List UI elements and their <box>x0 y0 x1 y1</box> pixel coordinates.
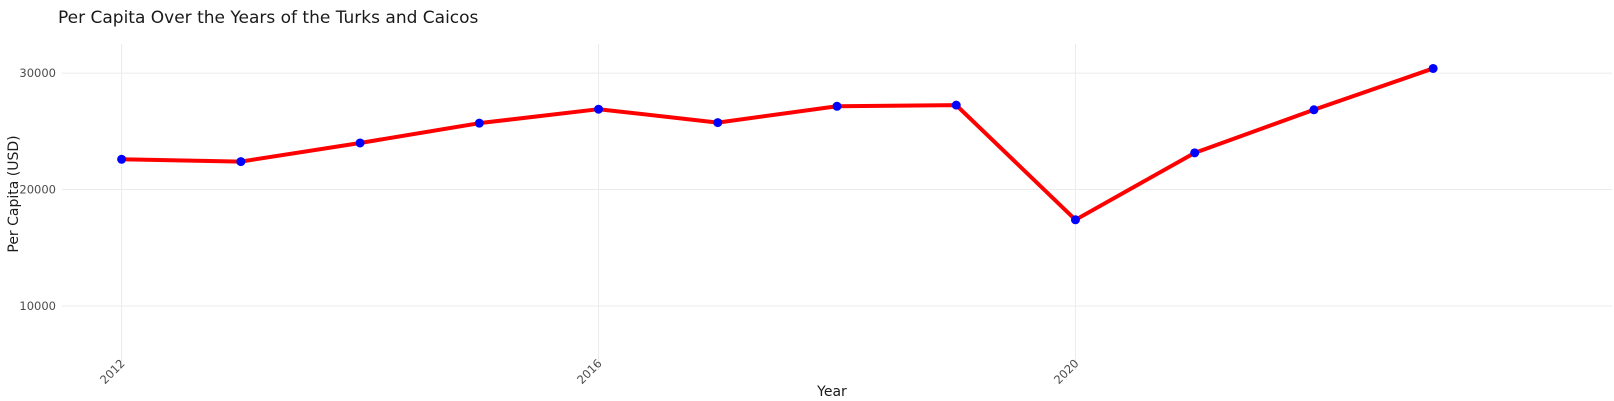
data-point <box>1309 105 1319 115</box>
data-point <box>1070 215 1080 225</box>
data-point <box>951 100 961 110</box>
y-tick-label: 10000 <box>19 299 56 313</box>
chart-title: Per Capita Over the Years of the Turks a… <box>58 8 479 28</box>
x-tick-label: 2012 <box>97 356 128 387</box>
x-axis-ticks: 2012 2016 2020 <box>97 356 1081 387</box>
x-tick-label: 2020 <box>1051 356 1082 387</box>
data-point <box>355 138 365 148</box>
y-tick-label: 30000 <box>19 66 56 80</box>
data-point <box>594 104 604 114</box>
data-point <box>474 118 484 128</box>
data-point <box>832 101 842 111</box>
data-points <box>117 63 1438 225</box>
grid-lines <box>62 44 1612 370</box>
y-tick-label: 20000 <box>19 183 56 197</box>
y-axis-ticks: 10000 20000 30000 <box>19 66 56 313</box>
y-axis-title: Per Capita (USD) <box>6 135 22 252</box>
data-point <box>236 157 246 167</box>
x-axis-title: Year <box>816 384 847 400</box>
data-point <box>713 118 723 128</box>
x-tick-label: 2016 <box>574 356 605 387</box>
series-line <box>119 66 1436 222</box>
data-point <box>1428 63 1438 73</box>
data-point <box>1190 148 1200 158</box>
data-point <box>117 154 127 164</box>
